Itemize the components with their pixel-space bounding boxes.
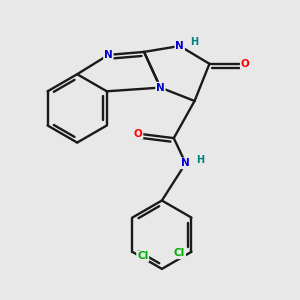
Text: O: O: [241, 59, 250, 69]
Text: N: N: [181, 158, 190, 168]
Text: Cl: Cl: [174, 248, 185, 258]
Text: H: H: [190, 37, 198, 47]
Text: N: N: [104, 50, 113, 60]
Text: N: N: [156, 82, 165, 93]
Text: O: O: [134, 129, 142, 139]
Text: Cl: Cl: [137, 251, 148, 261]
Text: H: H: [196, 155, 204, 165]
Text: N: N: [175, 41, 184, 51]
